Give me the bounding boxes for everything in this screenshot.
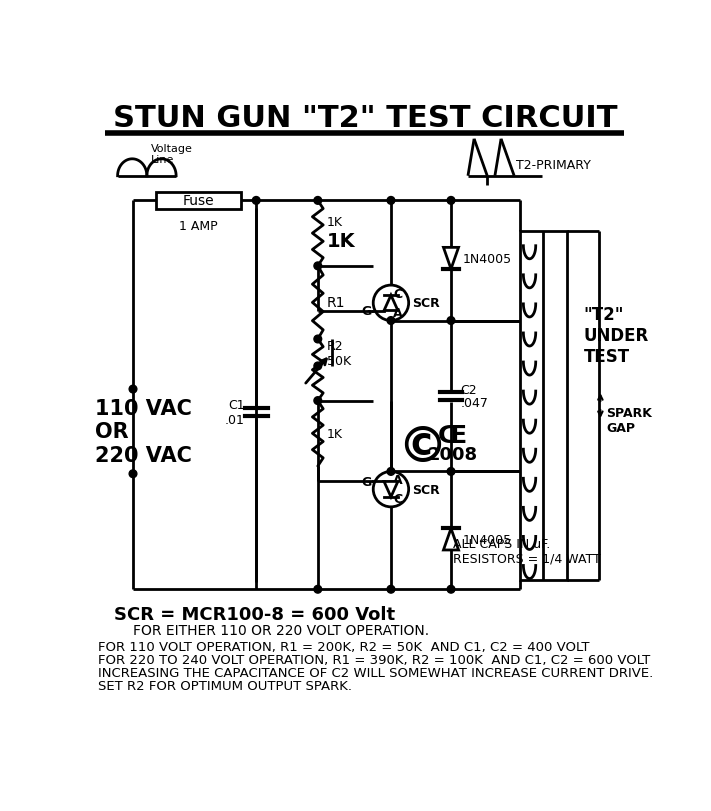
Text: R1: R1: [327, 296, 346, 310]
Text: 1N4005: 1N4005: [463, 252, 512, 265]
Text: C: C: [393, 493, 402, 506]
Text: FOR EITHER 110 OR 220 VOLT OPERATION.: FOR EITHER 110 OR 220 VOLT OPERATION.: [133, 624, 429, 637]
Text: Voltage
Line: Voltage Line: [151, 144, 193, 165]
Text: "T2"
UNDER
TEST: "T2" UNDER TEST: [584, 306, 648, 366]
Text: G: G: [361, 305, 372, 318]
Circle shape: [447, 468, 455, 476]
Circle shape: [447, 197, 455, 205]
Text: T2-PRIMARY: T2-PRIMARY: [515, 158, 591, 171]
Polygon shape: [384, 296, 398, 311]
Text: A: A: [393, 474, 403, 487]
Text: STUN GUN "T2" TEST CIRCUIT: STUN GUN "T2" TEST CIRCUIT: [112, 105, 617, 133]
FancyBboxPatch shape: [520, 232, 567, 581]
Text: 1K: 1K: [327, 232, 356, 251]
Text: FOR 110 VOLT OPERATION, R1 = 200K, R2 = 50K  AND C1, C2 = 400 VOLT: FOR 110 VOLT OPERATION, R1 = 200K, R2 = …: [98, 640, 590, 653]
Text: SPARK
GAP: SPARK GAP: [606, 406, 653, 435]
Text: SCR: SCR: [412, 483, 440, 496]
Text: 110 VAC
OR
220 VAC: 110 VAC OR 220 VAC: [95, 399, 192, 465]
Text: 1K: 1K: [327, 217, 343, 230]
Circle shape: [447, 586, 455, 594]
Circle shape: [387, 468, 395, 476]
Circle shape: [314, 197, 321, 205]
Polygon shape: [444, 248, 459, 269]
Circle shape: [129, 386, 137, 393]
Text: SCR: SCR: [412, 297, 440, 310]
Text: Œ: Œ: [438, 423, 467, 448]
Text: 1K: 1K: [327, 427, 343, 440]
Circle shape: [314, 363, 321, 371]
Text: SET R2 FOR OPTIMUM OUTPUT SPARK.: SET R2 FOR OPTIMUM OUTPUT SPARK.: [98, 679, 353, 692]
Text: SCR = MCR100-8 = 600 Volt: SCR = MCR100-8 = 600 Volt: [114, 605, 395, 623]
Text: C1
.01: C1 .01: [225, 399, 245, 427]
Circle shape: [314, 397, 321, 405]
Text: C: C: [393, 287, 402, 300]
Circle shape: [387, 317, 395, 325]
Circle shape: [387, 586, 395, 594]
Circle shape: [314, 336, 321, 343]
Circle shape: [447, 317, 455, 325]
Text: 2008: 2008: [427, 446, 478, 464]
Polygon shape: [444, 529, 459, 551]
Text: ©: ©: [397, 423, 447, 471]
Circle shape: [252, 197, 260, 205]
Circle shape: [314, 586, 321, 594]
Text: R2
50K: R2 50K: [327, 340, 351, 367]
Text: FOR 220 TO 240 VOLT OPERATION, R1 = 390K, R2 = 100K  AND C1, C2 = 600 VOLT: FOR 220 TO 240 VOLT OPERATION, R1 = 390K…: [98, 653, 651, 666]
Circle shape: [129, 470, 137, 478]
Circle shape: [314, 263, 321, 270]
Text: 1 AMP: 1 AMP: [179, 219, 218, 232]
Text: G: G: [361, 475, 372, 488]
Text: INCREASING THE CAPACITANCE OF C2 WILL SOMEWHAT INCREASE CURRENT DRIVE.: INCREASING THE CAPACITANCE OF C2 WILL SO…: [98, 666, 653, 679]
Circle shape: [387, 197, 395, 205]
FancyBboxPatch shape: [156, 193, 241, 209]
Text: 1N4005: 1N4005: [463, 533, 512, 546]
Text: C2: C2: [460, 384, 477, 397]
Text: A: A: [393, 307, 403, 320]
Polygon shape: [384, 482, 398, 497]
Text: .047: .047: [460, 396, 488, 409]
Text: Fuse: Fuse: [183, 194, 214, 208]
Text: ALL CAPS IN uF.
RESISTORS = 1/4 WATT: ALL CAPS IN uF. RESISTORS = 1/4 WATT: [453, 537, 600, 565]
